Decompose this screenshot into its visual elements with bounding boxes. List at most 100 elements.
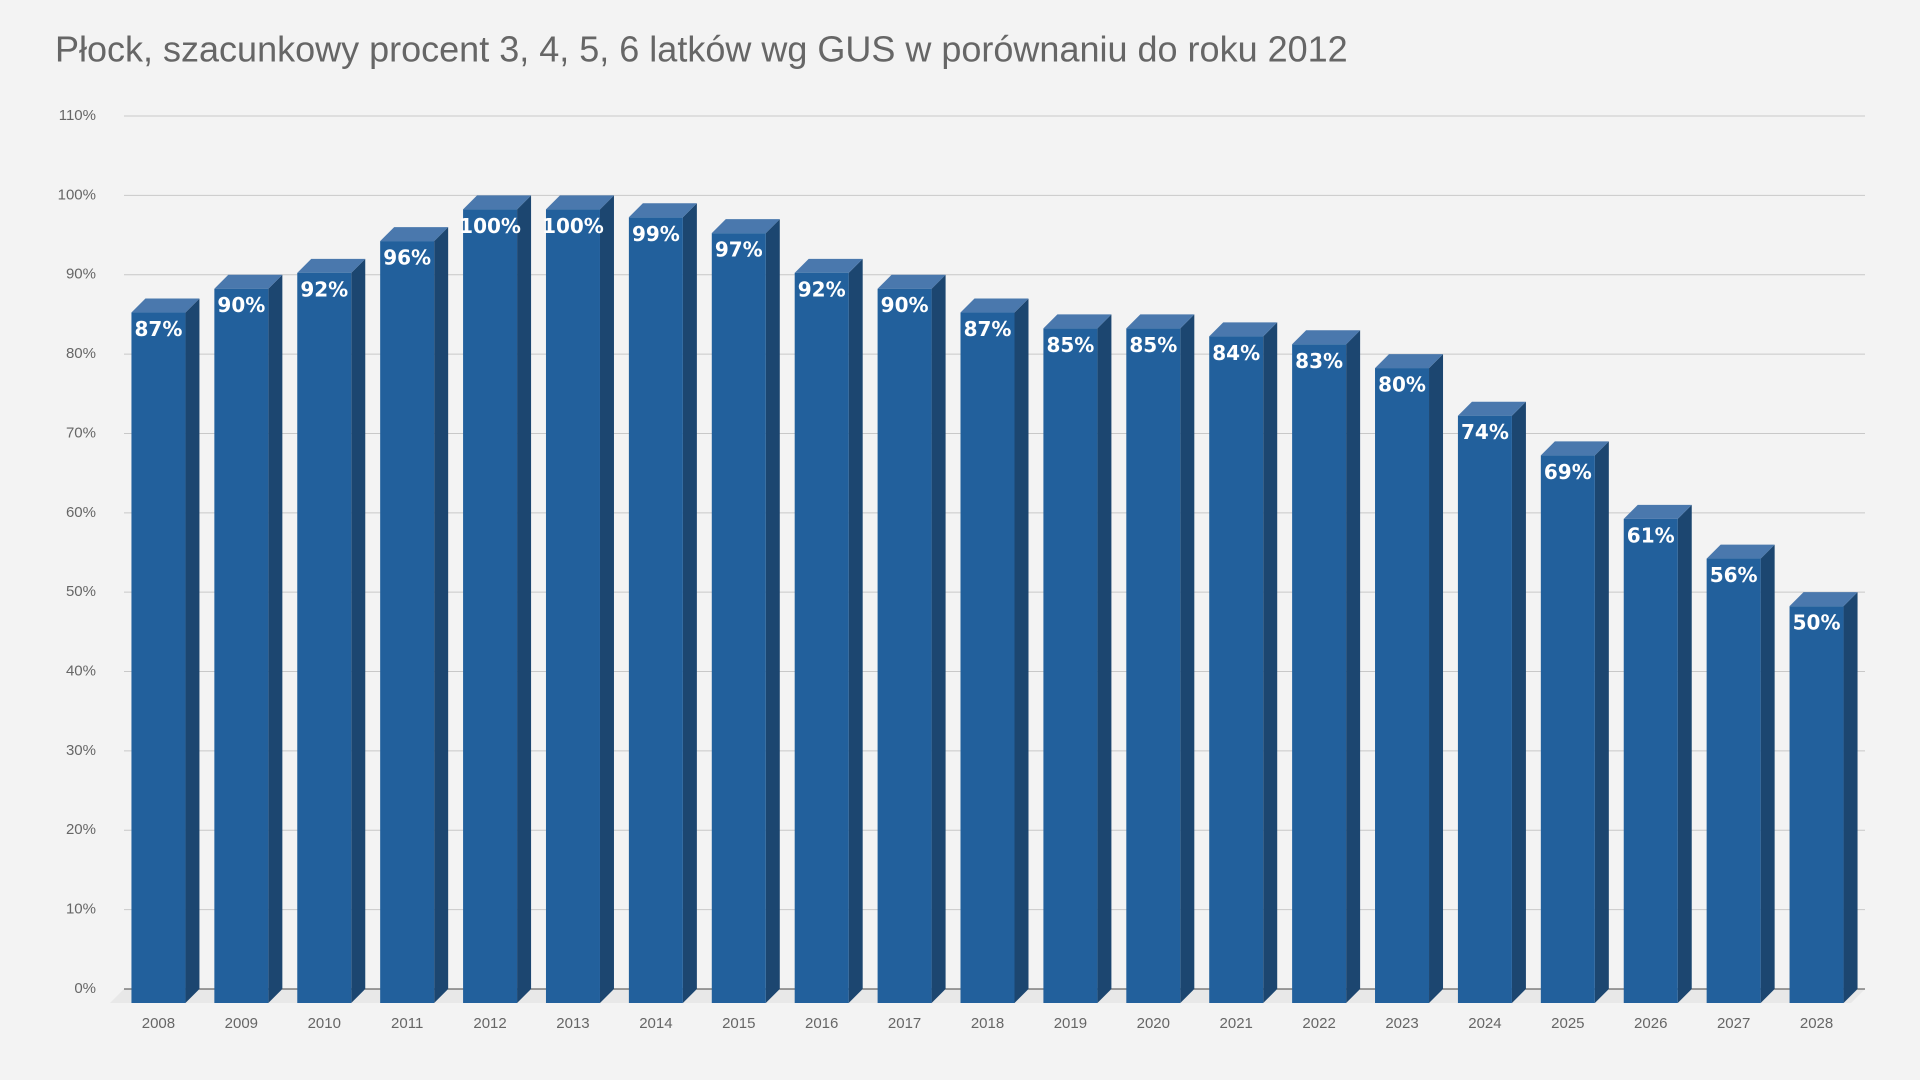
y-tick-label: 10% (66, 901, 96, 918)
bar (1789, 606, 1844, 1003)
bar-top (711, 219, 780, 234)
value-label: 87% (964, 317, 1012, 341)
x-tick-label: 2028 (1800, 1015, 1833, 1032)
x-tick-label: 2019 (1054, 1015, 1087, 1032)
y-tick-label: 0% (74, 980, 96, 997)
value-label: 56% (1710, 563, 1758, 587)
bar-side (1760, 544, 1775, 1003)
bar-side (1263, 322, 1278, 1003)
value-label: 50% (1793, 611, 1841, 635)
bar (960, 312, 1015, 1003)
bar (463, 209, 518, 1003)
bar-top (380, 227, 449, 242)
bar-top (1457, 401, 1526, 416)
y-tick-label: 70% (66, 424, 96, 441)
bar (1706, 558, 1761, 1003)
bar-side (1843, 592, 1858, 1003)
bar (1457, 415, 1512, 1003)
x-tick-label: 2014 (639, 1015, 672, 1032)
y-tick-label: 60% (66, 504, 96, 521)
bar-top (794, 258, 863, 273)
value-label: 97% (715, 238, 763, 262)
x-tick-label: 2021 (1220, 1015, 1253, 1032)
x-tick-label: 2010 (308, 1015, 341, 1032)
bar-top (463, 195, 532, 210)
value-label: 92% (798, 277, 846, 301)
bar-side (1511, 401, 1526, 1003)
value-label: 100% (542, 214, 604, 238)
bar-side (351, 258, 366, 1003)
bar (380, 241, 435, 1004)
bar-side (185, 298, 200, 1003)
y-tick-label: 50% (66, 583, 96, 600)
bar (545, 209, 600, 1003)
bar-side (765, 219, 780, 1003)
x-tick-label: 2016 (805, 1015, 838, 1032)
x-tick-label: 2025 (1551, 1015, 1584, 1032)
bar-side (1014, 298, 1029, 1003)
value-label: 80% (1378, 373, 1426, 397)
bar-top (1540, 441, 1609, 456)
bar-top (545, 195, 614, 210)
x-tick-label: 2012 (473, 1015, 506, 1032)
bar-top (297, 258, 366, 273)
value-label: 99% (632, 222, 680, 246)
y-tick-label: 90% (66, 266, 96, 283)
bar-top (628, 203, 697, 218)
value-label: 100% (459, 214, 521, 238)
y-tick-label: 30% (66, 742, 96, 759)
x-tick-label: 2018 (971, 1015, 1004, 1032)
bar-top (877, 274, 946, 289)
value-label: 74% (1461, 420, 1509, 444)
bar (131, 312, 186, 1003)
y-tick-label: 40% (66, 663, 96, 680)
bar (1292, 344, 1347, 1003)
bar-side (434, 227, 449, 1004)
bar-side (268, 274, 283, 1003)
bar-top (1706, 544, 1775, 559)
bar-top (960, 298, 1029, 313)
bar (1375, 368, 1430, 1003)
bar-side (599, 195, 614, 1003)
y-tick-label: 100% (58, 186, 96, 203)
bar-top (1292, 330, 1361, 345)
bar (711, 233, 766, 1003)
bar-top (1043, 314, 1112, 329)
bar-side (1346, 330, 1361, 1003)
bar-top (1789, 592, 1858, 607)
value-label: 83% (1295, 349, 1343, 373)
bar-top (1375, 354, 1444, 369)
bar (628, 217, 683, 1004)
y-tick-label: 80% (66, 345, 96, 362)
bar-side (848, 258, 863, 1003)
bar (1126, 328, 1181, 1004)
x-tick-label: 2026 (1634, 1015, 1667, 1032)
bar (1540, 455, 1595, 1004)
bar-side (931, 274, 946, 1003)
value-label: 69% (1544, 460, 1592, 484)
x-tick-label: 2023 (1385, 1015, 1418, 1032)
bar-side (1097, 314, 1112, 1004)
value-label: 85% (1046, 333, 1094, 357)
value-label: 87% (135, 317, 183, 341)
bar-side (682, 203, 697, 1004)
bar (214, 288, 269, 1003)
y-tick-label: 20% (66, 821, 96, 838)
x-tick-label: 2015 (722, 1015, 755, 1032)
bar-top (131, 298, 200, 313)
x-tick-label: 2017 (888, 1015, 921, 1032)
value-label: 85% (1129, 333, 1177, 357)
value-label: 61% (1627, 523, 1675, 547)
x-tick-label: 2027 (1717, 1015, 1750, 1032)
bar-side (1594, 441, 1609, 1004)
x-tick-label: 2011 (391, 1015, 423, 1032)
bar-top (214, 274, 283, 289)
value-label: 90% (217, 293, 265, 317)
x-tick-label: 2009 (225, 1015, 258, 1032)
bar (877, 288, 932, 1003)
value-label: 84% (1212, 341, 1260, 365)
x-tick-label: 2022 (1302, 1015, 1335, 1032)
chart-title: Płock, szacunkowy procent 3, 4, 5, 6 lat… (55, 29, 1348, 70)
